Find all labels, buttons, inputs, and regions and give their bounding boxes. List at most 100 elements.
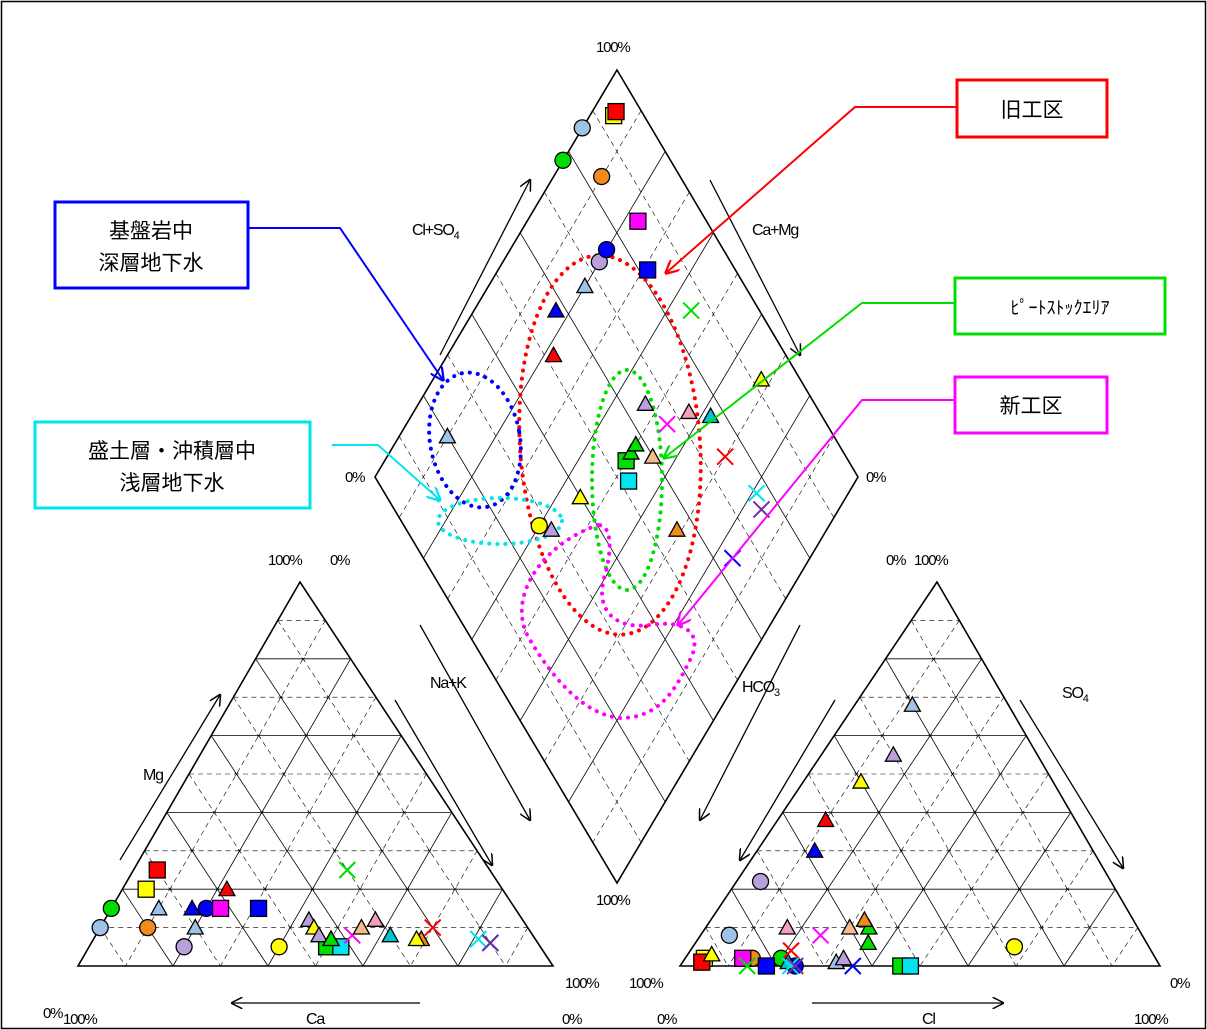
outline-layer [76,68,1162,967]
anion-grid-l [775,658,982,967]
cation-tick: × [304,732,309,741]
cation-tick: × [285,847,290,856]
anion-tick: × [895,924,900,933]
data-point-diamond-7 [592,167,611,186]
data-point-cation-16 [211,899,230,918]
data-point-diamond-16 [629,212,647,230]
ca-label: Ca [306,1011,325,1028]
diamond-outline [374,68,859,885]
cation-tick: × [377,770,382,779]
anion-tick: × [1020,808,1025,817]
hco3-label: HCO3 [742,679,780,699]
anion-tick: × [969,885,974,894]
cation-grid-r [188,773,316,967]
data-point-diamond-28 [747,484,766,502]
data-point-cation-13 [137,880,155,898]
callout-box-fill [33,420,312,510]
diamond-grid-b [447,191,690,599]
diamond-grid-a [544,191,786,599]
data-point-anion-20 [840,918,859,935]
diamond-grid-b [568,395,811,803]
anion-tick: × [921,885,926,894]
callout-box-old-area [955,78,1109,139]
data-point-diamond-15 [597,240,616,259]
data-point-anion-21 [855,910,874,927]
data-point-cation-1 [149,899,168,916]
diamond-right-label: 0% [866,469,886,486]
cation-tick: × [263,885,268,894]
cation-tick: × [259,808,264,817]
cl-label: Cl [922,1011,935,1028]
cation-grid-l [505,927,528,967]
cation-grid-l [410,850,478,967]
data-point-cation-22 [366,910,385,927]
cation-right-100-label: 100% [565,975,599,992]
data-point-anion-32 [702,945,721,962]
anion-grid-r [808,773,921,967]
anion-grid-l [1015,850,1094,967]
cation-tick: × [279,693,284,702]
cation-right-zero-label: 0% [562,1011,582,1028]
mg-label: Mg [143,767,163,784]
leader-new-area [678,399,955,625]
anion-apex-right-label: 100% [914,552,948,569]
cation-tick: × [478,924,483,933]
anion-tick: × [828,808,833,817]
anion-tick: × [954,693,959,702]
cation-left-zero-label: 0% [43,1005,63,1022]
data-point-cation-32 [407,929,426,947]
camg-label: Ca+Mg [752,222,798,239]
anion-tick: × [851,847,856,856]
data-point-diamond-4 [530,517,548,535]
cation-tick: × [402,808,407,817]
cation-tick: × [427,847,432,856]
data-point-cation-14 [148,861,166,879]
data-point-diamond-1 [438,427,457,444]
data-point-anion-16 [734,949,752,967]
diamond-bottom-label: 100% [596,892,630,909]
anion-grid-r [859,697,1017,967]
anion-grid-r [756,850,825,967]
anion-tick: × [1017,885,1022,894]
cation-tick: × [453,885,458,894]
cation-tick: × [351,732,356,741]
anion-tick: × [931,655,936,664]
diamond-grid-a [568,151,811,559]
data-point-cation-9 [182,899,202,916]
anion-grid-l [1111,927,1138,967]
callout-fill-line2: 浅層地下水 [120,472,225,495]
so4-label: SO4 [1062,685,1089,705]
cation-tick: × [282,770,287,779]
data-point-cation-17 [249,899,268,918]
ellipse-bedrock-deep [427,370,523,510]
anion-tick: × [825,885,830,894]
cation-tick: × [358,885,363,894]
cation-apex-left-label: 100% [268,552,302,569]
data-point-diamond-30 [636,394,655,411]
anion-left-zero-label: 0% [657,1011,677,1028]
data-point-anion-31 [859,933,878,951]
anion-grid-l [727,620,960,967]
anion-tick: × [899,847,904,856]
cation-tick: × [326,693,331,702]
data-point-anion-12 [901,957,920,975]
cation-grid-r [99,927,126,967]
data-point-anion-22 [778,918,797,935]
cation-tick: × [240,924,245,933]
anion-tick: × [991,924,996,933]
callout-peat: ﾋﾟｰﾄｽﾄｯｸｴﾘｱ [1011,298,1110,318]
anion-tick: × [777,885,782,894]
data-point-anion-17 [757,957,776,975]
anion-tick: × [972,808,977,817]
data-point-diamond-26 [716,447,734,466]
diamond-grid-b [544,354,786,762]
data-point-anion-1 [903,695,922,712]
cation-tick: × [237,847,242,856]
cation-tick: × [256,732,261,741]
axis-arrows [119,179,1123,1003]
axis-labels: 100% 0% 0% 100% Cl+SO4 Ca+Mg Na+K HCO3 1… [43,39,1191,1028]
data-point-anion-8 [751,872,770,891]
callout-box-peat [953,276,1167,336]
anion-tick: × [876,808,881,817]
arrow-camg [709,179,800,355]
